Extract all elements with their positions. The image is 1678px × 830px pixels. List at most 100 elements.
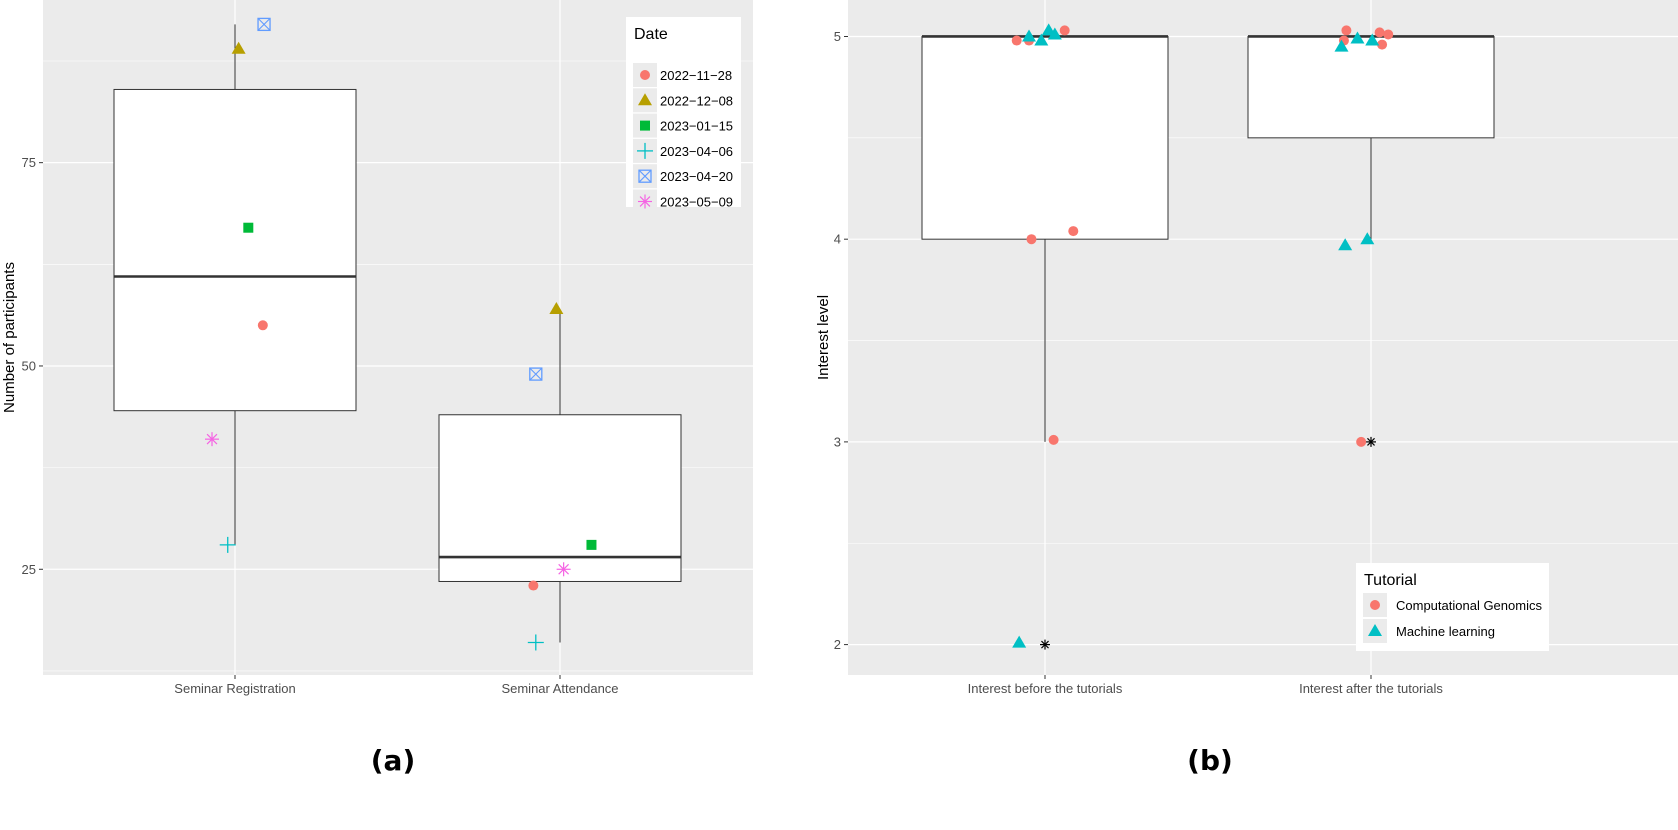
series-2023−04−06 [219, 536, 544, 651]
point-square [640, 120, 650, 131]
series-Machine learning [1012, 23, 1380, 648]
data-point [1059, 25, 1070, 36]
y-axis-label: Number of participants [1, 262, 18, 413]
box [921, 35, 1169, 650]
point-circle [1341, 25, 1352, 36]
point-circle [1068, 226, 1079, 237]
data-point [1338, 238, 1353, 251]
y-tick-label: 2 [834, 637, 841, 652]
box [113, 24, 357, 545]
legend: Tutorial Computational Genomics Machine le… [1356, 563, 1549, 651]
legend-background [1356, 563, 1549, 651]
data-point [1356, 436, 1367, 447]
data-point [1011, 35, 1022, 46]
box [1247, 35, 1495, 447]
y-tick-label: 4 [834, 232, 841, 247]
outlier-marker [1366, 436, 1376, 447]
data-point [1360, 232, 1375, 245]
legend-label: Machine learning [1396, 624, 1495, 639]
legend-item: 2023−05−09 [633, 189, 733, 214]
data-point [529, 367, 543, 381]
legend-item: 2022−11−28 [633, 63, 732, 87]
point-triangle [1368, 624, 1382, 636]
point-x-b [638, 169, 652, 183]
point-triangle [1012, 635, 1027, 648]
series-2022−11−28 [257, 320, 539, 591]
point-circle [1356, 436, 1367, 447]
x-tick-label: Interest after the tutorials [1299, 681, 1443, 696]
data-point [243, 222, 254, 233]
data-point [1048, 434, 1059, 445]
point-triangle [1360, 232, 1375, 245]
series-2022−12−08 [231, 41, 564, 315]
point-circle [1011, 35, 1022, 46]
box-body [921, 35, 1169, 240]
point-square [243, 222, 254, 233]
data-point [556, 562, 571, 577]
series-2023−04−20 [257, 17, 543, 381]
outlier-ray [1367, 437, 1375, 446]
y-axis-label: Interest level [815, 295, 832, 380]
data-point [1047, 27, 1062, 40]
data-point [1383, 29, 1394, 40]
point-square-outline [529, 367, 543, 381]
data-point [586, 539, 597, 550]
legend-key [638, 93, 652, 106]
data-point [1365, 33, 1380, 46]
legend-title: Tutorial [1364, 572, 1417, 589]
point-circle [1059, 25, 1070, 36]
x-tick-label: Interest before the tutorials [968, 681, 1123, 696]
outlier-marker [1040, 639, 1050, 650]
y-tick-label: 25 [22, 562, 36, 577]
point-circle [1048, 434, 1059, 445]
data-point [528, 580, 539, 591]
outlier-ray [1041, 640, 1049, 649]
point-circle [640, 70, 650, 80]
series-2023−05−09 [205, 432, 571, 577]
legend-key [640, 120, 650, 131]
point-triangle [1034, 33, 1049, 46]
point-star-ray [639, 196, 651, 207]
legend-label: Computational Genomics [1396, 598, 1542, 613]
data-point [527, 634, 544, 651]
data-point [257, 320, 268, 331]
data-point [1022, 29, 1037, 42]
data-point [231, 41, 246, 54]
box [438, 309, 682, 643]
legend-key [638, 169, 652, 183]
point-square [586, 539, 597, 550]
panel-label: (b) [1187, 744, 1233, 777]
legend-title: Date [634, 26, 668, 43]
data-point [1377, 39, 1388, 50]
data-point [205, 432, 220, 447]
panel-label: (a) [371, 744, 416, 777]
legend-key [637, 142, 653, 159]
legend-key [638, 194, 652, 209]
x-tick-label: Seminar Registration [174, 681, 295, 696]
y-tick-label: 3 [834, 434, 841, 449]
point-circle [1374, 27, 1385, 38]
point-circle [1026, 234, 1037, 245]
point-triangle [1334, 39, 1349, 52]
data-point [1350, 31, 1365, 44]
legend-item: 2023−01−15 [633, 113, 733, 138]
data-point [1068, 226, 1079, 237]
box-body [1247, 35, 1495, 139]
legend-key [1368, 624, 1382, 636]
series-2023−01−15 [243, 222, 597, 550]
point-x-b [257, 18, 271, 31]
x-tick-label: Seminar Attendance [501, 681, 618, 696]
box-body [438, 414, 682, 582]
point-star-ray [206, 433, 218, 445]
data-point [1334, 39, 1349, 52]
data-point [1374, 27, 1385, 38]
legend-label: 2023−01−15 [660, 119, 733, 134]
point-square-outline [638, 169, 652, 183]
point-triangle [638, 93, 652, 106]
data-point [257, 17, 271, 32]
point-circle [528, 580, 539, 591]
point-x-b [529, 367, 543, 381]
data-point [549, 302, 564, 315]
legend-item: 2023−04−06 [633, 138, 733, 163]
legend-label: 2022−12−08 [660, 93, 733, 108]
